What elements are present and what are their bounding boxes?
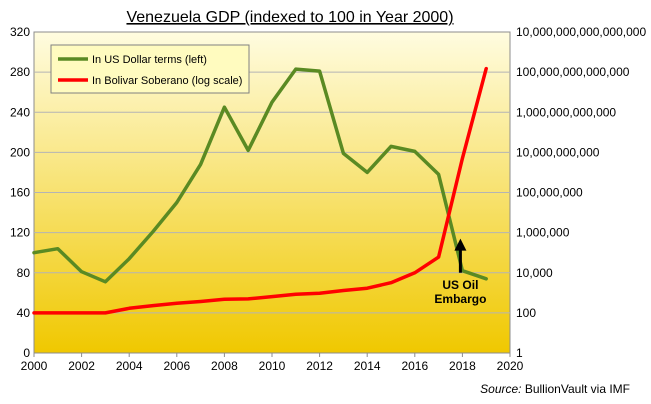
x-tick-label: 2000	[21, 359, 48, 373]
x-tick-label: 2004	[116, 359, 143, 373]
left-tick-label: 240	[10, 105, 30, 119]
source-name: BullionVault via IMF	[522, 382, 631, 396]
right-tick-label: 1,000,000,000,000	[516, 105, 616, 119]
right-tick-label: 1	[516, 346, 523, 360]
left-tick-label: 280	[10, 65, 30, 79]
legend-box	[50, 44, 250, 94]
legend-label-usd: In US Dollar terms (left)	[92, 54, 207, 66]
right-tick-label: 10,000,000,000,000,000	[516, 25, 646, 39]
left-tick-label: 160	[10, 186, 30, 200]
right-tick-label: 10,000,000,000	[516, 145, 600, 159]
source-prefix: Source:	[480, 382, 521, 396]
x-axis: 2000 2002 2004 2006 2008 2010 2012 2014 2016 2018…	[21, 353, 524, 373]
right-tick-label: 100	[516, 306, 536, 320]
x-tick-label: 2020	[497, 359, 524, 373]
chart-title: Venezuela GDP (indexed to 100 in Year 20…	[126, 9, 453, 26]
left-axis: 0 40 80 120 160 200 240 280 320	[10, 25, 30, 360]
series-line-usd	[32, 67, 488, 284]
x-tick-label: 2008	[211, 359, 238, 373]
right-tick-label: 1,000,000	[516, 226, 570, 240]
legend-label-bolivar: In Bolivar Soberano (log scale)	[92, 75, 242, 87]
left-tick-label: 0	[23, 346, 30, 360]
right-tick-label: 100,000,000	[516, 186, 583, 200]
left-tick-label: 80	[17, 266, 31, 280]
x-tick-label: 2002	[68, 359, 95, 373]
x-tick-label: 2014	[354, 359, 381, 373]
series-layer	[32, 66, 488, 315]
series-line-bolivar	[32, 66, 488, 315]
left-tick-label: 320	[10, 25, 30, 39]
x-tick-label: 2016	[401, 359, 428, 373]
right-tick-label: 100,000,000,000,000	[516, 65, 630, 79]
x-tick-label: 2006	[163, 359, 190, 373]
x-tick-label: 2012	[306, 359, 333, 373]
annotation-oil-embargo: US Oil Embargo	[434, 238, 486, 306]
left-tick-label: 200	[10, 145, 30, 159]
source-note: Source: BullionVault via IMF	[480, 382, 630, 396]
left-tick-label: 120	[10, 226, 30, 240]
annotation-text-line1: US Oil	[442, 278, 478, 292]
legend: In US Dollar terms (left) In Bolivar Sob…	[50, 44, 250, 94]
right-axis: 1 100 10,000 1,000,000 100,000,000 10,000,000…	[516, 25, 646, 360]
right-tick-label: 10,000	[516, 266, 553, 280]
x-tick-label: 2010	[259, 359, 286, 373]
annotation-arrowhead-icon	[454, 238, 467, 251]
x-tick-label: 2018	[449, 359, 476, 373]
left-tick-label: 40	[17, 306, 31, 320]
annotation-text-line2: Embargo	[434, 292, 486, 306]
